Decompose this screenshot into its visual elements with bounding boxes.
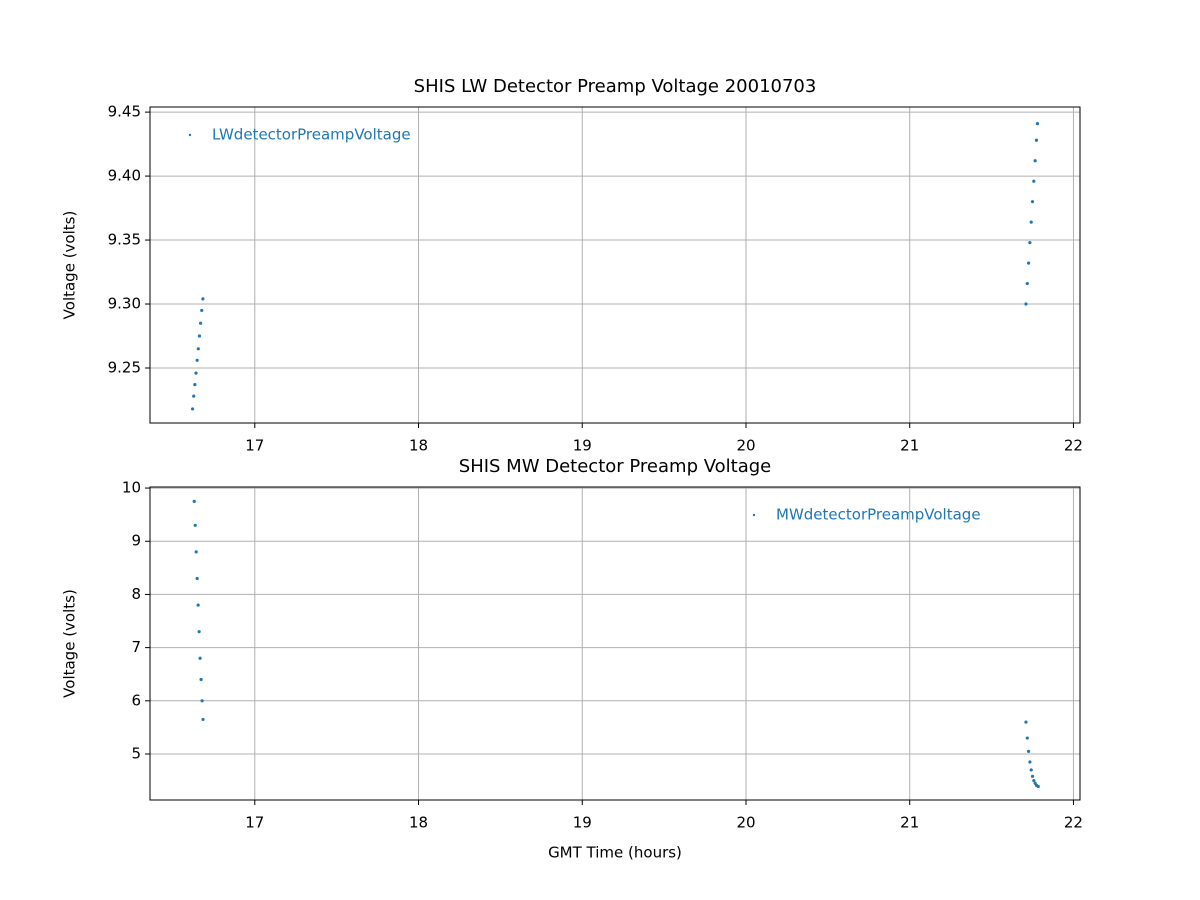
y-tick-label: 9.35 [108, 231, 141, 249]
data-point [1028, 241, 1032, 245]
data-point [201, 297, 205, 301]
plot-frame [149, 106, 1081, 424]
plot-frame [149, 486, 1081, 801]
x-tick-label: 20 [736, 437, 755, 455]
y-tick-label: 9.45 [108, 103, 141, 121]
x-axis-label: GMT Time (hours) [548, 844, 682, 862]
data-point [190, 407, 195, 411]
data-point [198, 321, 203, 325]
data-point [199, 677, 203, 682]
data-point [1025, 281, 1029, 286]
x-tick-label: 21 [900, 437, 919, 455]
y-tick-label: 8 [131, 585, 141, 603]
legend-label: LWdetectorPreampVoltage [212, 126, 411, 144]
data-point [195, 358, 199, 362]
data-point [1029, 220, 1033, 224]
x-tick-label: 19 [573, 814, 592, 832]
data-point [1024, 302, 1028, 306]
data-point [1026, 261, 1031, 265]
y-axis-label: Voltage (volts) [61, 211, 79, 320]
data-point [200, 699, 204, 703]
data-point [1032, 179, 1036, 183]
y-tick-label: 9.40 [108, 167, 141, 185]
x-tick-label: 21 [900, 814, 919, 832]
data-point [1024, 720, 1028, 724]
data-point [194, 550, 198, 554]
x-tick-label: 22 [1064, 437, 1083, 455]
y-axis-label: Voltage (volts) [61, 589, 79, 698]
x-tick-label: 22 [1064, 814, 1083, 832]
data-point [195, 576, 199, 581]
data-point [200, 308, 204, 313]
data-point [1034, 138, 1039, 142]
data-point [201, 717, 205, 722]
y-tick-label: 9.30 [108, 295, 141, 313]
data-point [193, 523, 197, 527]
y-tick-label: 7 [131, 638, 141, 656]
data-point [197, 630, 201, 634]
data-point [196, 603, 200, 607]
data-point [197, 334, 202, 338]
data-point [192, 394, 196, 398]
data-point [193, 383, 197, 387]
data-point [1026, 749, 1031, 753]
legend-marker [188, 133, 192, 137]
x-tick-label: 19 [573, 437, 592, 455]
data-point [1028, 760, 1032, 764]
x-tick-label: 20 [736, 814, 755, 832]
y-tick-label: 6 [131, 691, 141, 709]
chart-title: SHIS MW Detector Preamp Voltage [459, 456, 771, 477]
legend-marker [752, 513, 756, 517]
data-point [1032, 778, 1036, 783]
data-point [1025, 736, 1029, 740]
data-point [196, 347, 200, 351]
data-point [1030, 200, 1035, 204]
x-tick-label: 18 [409, 437, 428, 455]
x-tick-label: 17 [245, 437, 264, 455]
y-tick-label: 5 [131, 744, 141, 762]
data-point [1033, 159, 1037, 163]
x-tick-label: 18 [409, 814, 428, 832]
y-tick-label: 10 [122, 479, 141, 497]
data-point [194, 371, 198, 375]
data-point [1036, 784, 1040, 789]
data-point [1030, 774, 1035, 778]
data-point [1035, 122, 1040, 126]
data-point [198, 656, 202, 660]
data-point [192, 499, 196, 503]
y-tick-label: 9.25 [108, 358, 141, 376]
data-point [1029, 768, 1033, 772]
y-tick-label: 9 [131, 532, 141, 550]
x-tick-label: 17 [245, 814, 264, 832]
legend-label: MWdetectorPreampVoltage [776, 506, 981, 524]
chart-title: SHIS LW Detector Preamp Voltage 20010703 [414, 76, 817, 97]
